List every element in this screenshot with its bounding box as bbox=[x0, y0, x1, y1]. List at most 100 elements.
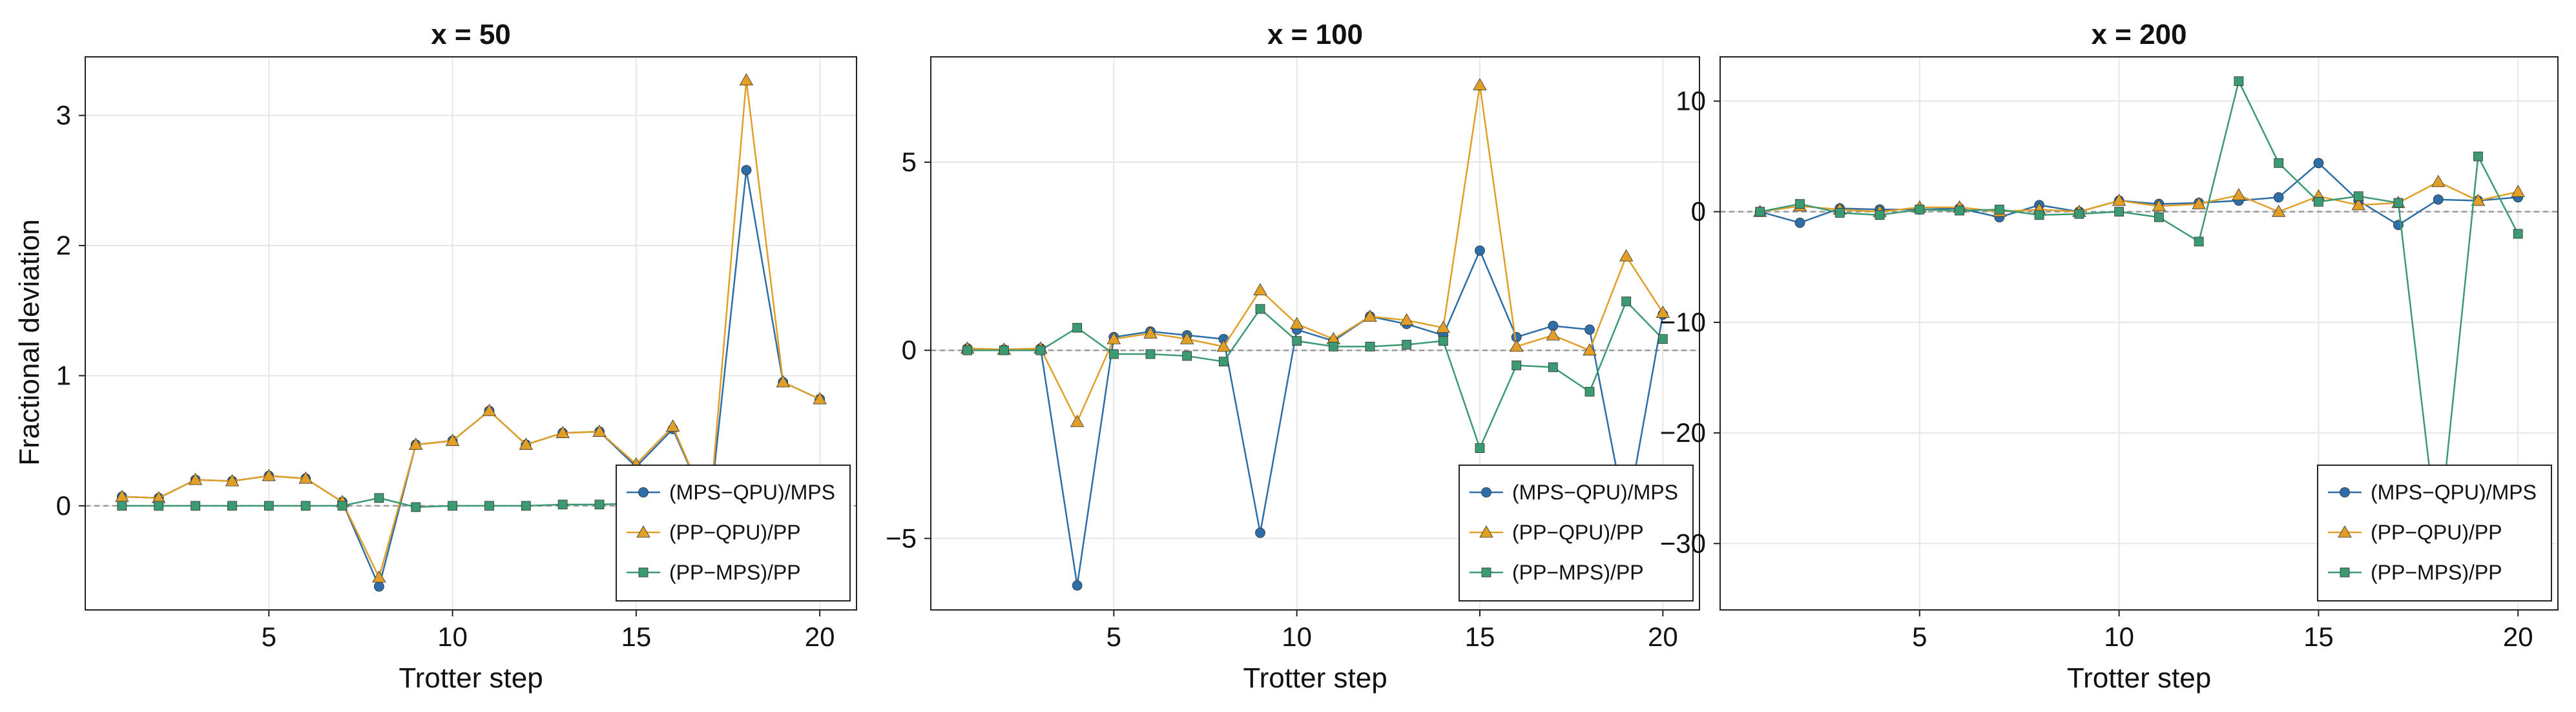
data-point bbox=[1548, 362, 1558, 372]
data-point bbox=[1656, 306, 1670, 318]
x-tick-label: 5 bbox=[1106, 622, 1121, 652]
y-tick-label: −20 bbox=[1660, 417, 1706, 448]
data-point bbox=[519, 437, 533, 450]
plot-frame bbox=[1719, 56, 2559, 611]
data-point bbox=[594, 499, 605, 510]
x-tick-label: 15 bbox=[2303, 622, 2334, 652]
data-point bbox=[1583, 343, 1597, 356]
y-tick-label: 1 bbox=[56, 360, 71, 390]
legend-label: (MPS−QPU)/MPS bbox=[669, 481, 835, 504]
data-point bbox=[2112, 193, 2126, 206]
data-point bbox=[482, 404, 497, 416]
data-point bbox=[557, 499, 568, 510]
legend-entry: (PP−QPU)/PP bbox=[627, 521, 801, 544]
plot-frame bbox=[930, 56, 1700, 611]
y-tick-label: 5 bbox=[902, 147, 917, 177]
panel-title: x = 200 bbox=[2091, 19, 2186, 50]
data-point bbox=[2232, 188, 2246, 200]
legend-label: (PP−MPS)/PP bbox=[1512, 561, 1644, 584]
data-point bbox=[2513, 229, 2523, 239]
legend-marker bbox=[1481, 567, 1491, 578]
data-point bbox=[2393, 198, 2404, 208]
data-point bbox=[813, 392, 827, 404]
data-point bbox=[556, 426, 570, 438]
legend-entry: (PP−MPS)/PP bbox=[1470, 561, 1644, 584]
legend-entry: (PP−MPS)/PP bbox=[627, 561, 801, 584]
data-point bbox=[1473, 78, 1487, 90]
data-point bbox=[484, 501, 494, 511]
series-3 bbox=[962, 297, 1668, 454]
data-point bbox=[1915, 204, 1925, 215]
legend-label: (PP−QPU)/PP bbox=[1512, 521, 1644, 544]
data-point bbox=[1402, 340, 1412, 350]
data-point bbox=[227, 501, 237, 511]
legend-entry: (MPS−QPU)/MPS bbox=[2328, 481, 2537, 504]
data-point bbox=[191, 501, 200, 511]
data-point bbox=[1289, 317, 1304, 330]
legend-entry: (PP−QPU)/PP bbox=[1470, 521, 1644, 544]
legend-label: (MPS−QPU)/MPS bbox=[1512, 481, 1678, 504]
data-point bbox=[666, 419, 680, 432]
data-point bbox=[1399, 313, 1414, 326]
data-point bbox=[2471, 193, 2486, 206]
data-point bbox=[521, 501, 531, 511]
data-point bbox=[592, 424, 607, 437]
data-point bbox=[225, 474, 240, 487]
data-point bbox=[409, 437, 423, 450]
data-point bbox=[1035, 345, 1046, 355]
data-point bbox=[1108, 349, 1119, 359]
data-point bbox=[2271, 204, 2286, 217]
data-point bbox=[1253, 283, 1267, 295]
data-point bbox=[1795, 199, 1805, 209]
data-point bbox=[1509, 339, 1524, 352]
x-tick-label: 10 bbox=[437, 622, 468, 652]
data-point bbox=[2273, 192, 2284, 203]
series-line bbox=[967, 248, 1664, 586]
data-point bbox=[188, 472, 203, 485]
x-tick-label: 20 bbox=[805, 622, 835, 652]
legend-marker bbox=[2340, 567, 2350, 578]
data-point bbox=[1657, 334, 1668, 344]
series-line bbox=[1760, 79, 2519, 544]
data-point bbox=[1182, 351, 1192, 361]
x-axis-label: Trotter step bbox=[399, 662, 543, 694]
panels: 5 10 15 20 0 1 2 3 x = 50 Trotter step (MPS−QPU)/M… bbox=[56, 19, 2559, 694]
series-line bbox=[967, 85, 1664, 424]
x-tick-label: 15 bbox=[1465, 622, 1495, 652]
data-point bbox=[2274, 158, 2284, 168]
data-point bbox=[962, 345, 973, 355]
data-point bbox=[411, 502, 421, 512]
data-point bbox=[1584, 386, 1595, 397]
data-point bbox=[1218, 357, 1229, 367]
data-point bbox=[2152, 199, 2166, 212]
legend-marker bbox=[638, 487, 649, 497]
data-point bbox=[117, 501, 127, 511]
data-point bbox=[2473, 151, 2483, 162]
series-line bbox=[1760, 181, 2519, 213]
data-point bbox=[337, 501, 348, 511]
legend-entry: (MPS−QPU)/MPS bbox=[1470, 481, 1678, 504]
data-point bbox=[2074, 209, 2084, 219]
data-point bbox=[1255, 304, 1265, 314]
data-point bbox=[2351, 198, 2365, 211]
x-axis-label: Trotter step bbox=[1243, 662, 1387, 694]
data-point bbox=[1328, 341, 1338, 351]
data-point bbox=[1834, 207, 1845, 218]
legend: (MPS−QPU)/MPS (PP−QPU)/PP (PP−MPS)/PP bbox=[1459, 465, 1694, 602]
data-point bbox=[1619, 249, 1634, 262]
x-tick-label: 15 bbox=[621, 622, 651, 652]
y-axis-label: Fractional deviation bbox=[14, 219, 45, 466]
legend-marker bbox=[638, 567, 649, 578]
data-point bbox=[1436, 320, 1451, 333]
data-point bbox=[1145, 349, 1156, 359]
panel-title: x = 50 bbox=[431, 19, 511, 50]
data-point bbox=[1072, 580, 1083, 591]
plot-frame bbox=[85, 56, 857, 611]
y-tick-label: −10 bbox=[1660, 307, 1706, 337]
data-point bbox=[1794, 217, 1805, 228]
legend-entry: (PP−MPS)/PP bbox=[2328, 561, 2502, 584]
plot-area bbox=[1753, 76, 2525, 549]
x-tick-label: 5 bbox=[262, 622, 276, 652]
data-point bbox=[1546, 328, 1561, 340]
